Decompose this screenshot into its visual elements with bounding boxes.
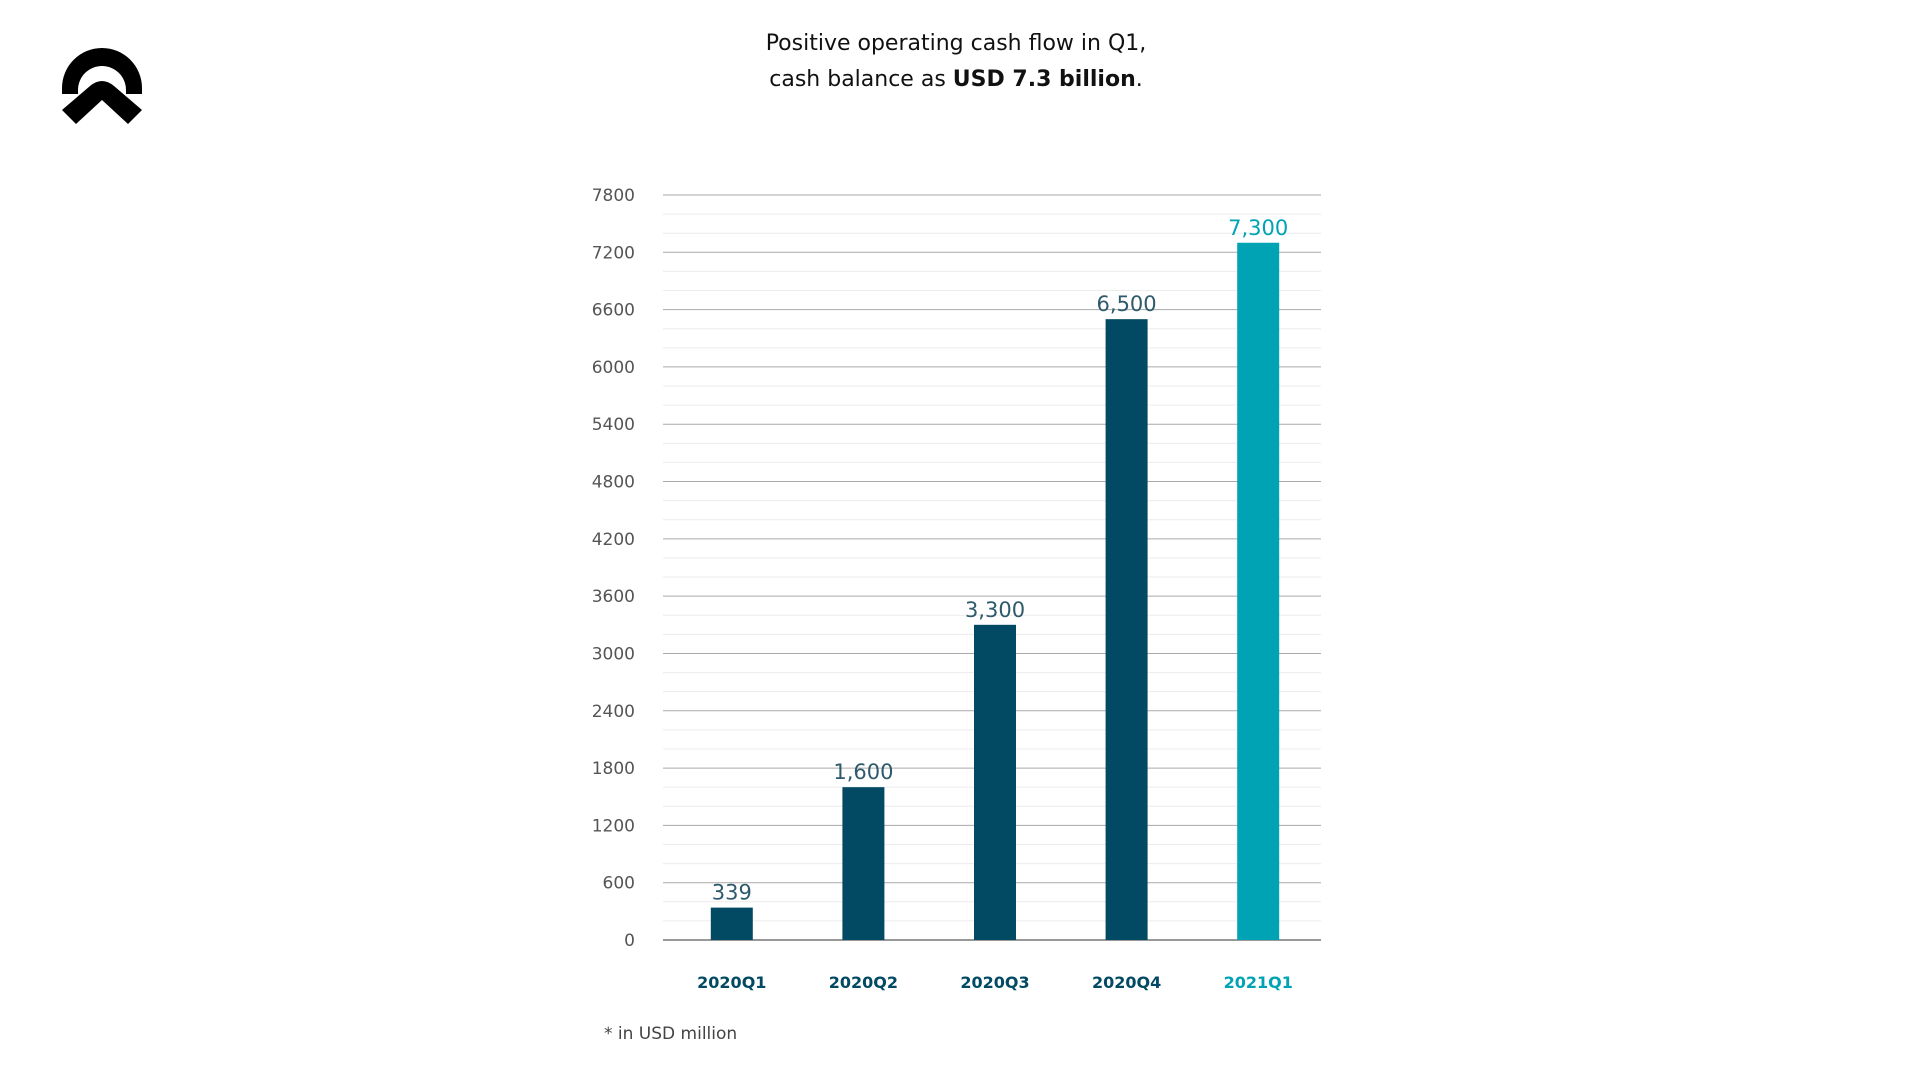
- data-label: 7,300: [1228, 216, 1288, 240]
- bar-2020Q2: [842, 787, 885, 940]
- y-tick-label: 5400: [592, 415, 635, 435]
- x-tick-label: 2020Q2: [829, 973, 898, 992]
- x-tick-label: 2020Q3: [960, 973, 1029, 992]
- bar-2020Q1: [710, 907, 753, 940]
- y-tick-label: 2400: [592, 702, 635, 722]
- data-label: 339: [712, 881, 752, 905]
- data-label: 6,500: [1097, 292, 1157, 316]
- footnote: * in USD million: [604, 1024, 738, 1044]
- y-tick-label: 4200: [592, 530, 635, 550]
- x-tick-label: 2020Q1: [697, 973, 766, 992]
- y-tick-label: 6000: [592, 358, 635, 378]
- data-label: 1,600: [833, 760, 893, 784]
- title-prefix: cash balance as: [769, 67, 953, 92]
- y-tick-label: 1800: [592, 759, 635, 779]
- y-tick-label: 6600: [592, 301, 635, 321]
- y-tick-label: 0: [624, 931, 635, 951]
- y-tick-label: 7200: [592, 243, 635, 263]
- y-tick-label: 600: [603, 874, 635, 894]
- data-label: 3,300: [965, 598, 1025, 622]
- y-tick-label: 1200: [592, 816, 635, 836]
- title-line-2: cash balance as USD 7.3 billion.: [0, 62, 1912, 98]
- nio-logo-icon: [62, 48, 142, 124]
- y-tick-label: 7800: [592, 186, 635, 206]
- y-tick-label: 3600: [592, 587, 635, 607]
- x-tick-label: 2020Q4: [1092, 973, 1161, 992]
- title-suffix: .: [1135, 67, 1143, 92]
- bar-2020Q3: [974, 624, 1016, 940]
- x-tick-label: 2021Q1: [1224, 973, 1293, 992]
- title-line-1: Positive operating cash flow in Q1,: [765, 31, 1147, 56]
- y-tick-label: 3000: [592, 644, 635, 664]
- chart-title: Positive operating cash flow in Q1, cash…: [0, 26, 1912, 98]
- bar-2020Q4: [1105, 319, 1148, 941]
- y-tick-label: 4800: [592, 473, 635, 493]
- title-bold: USD 7.3 billion: [952, 67, 1136, 92]
- bar-2021Q1: [1237, 242, 1280, 940]
